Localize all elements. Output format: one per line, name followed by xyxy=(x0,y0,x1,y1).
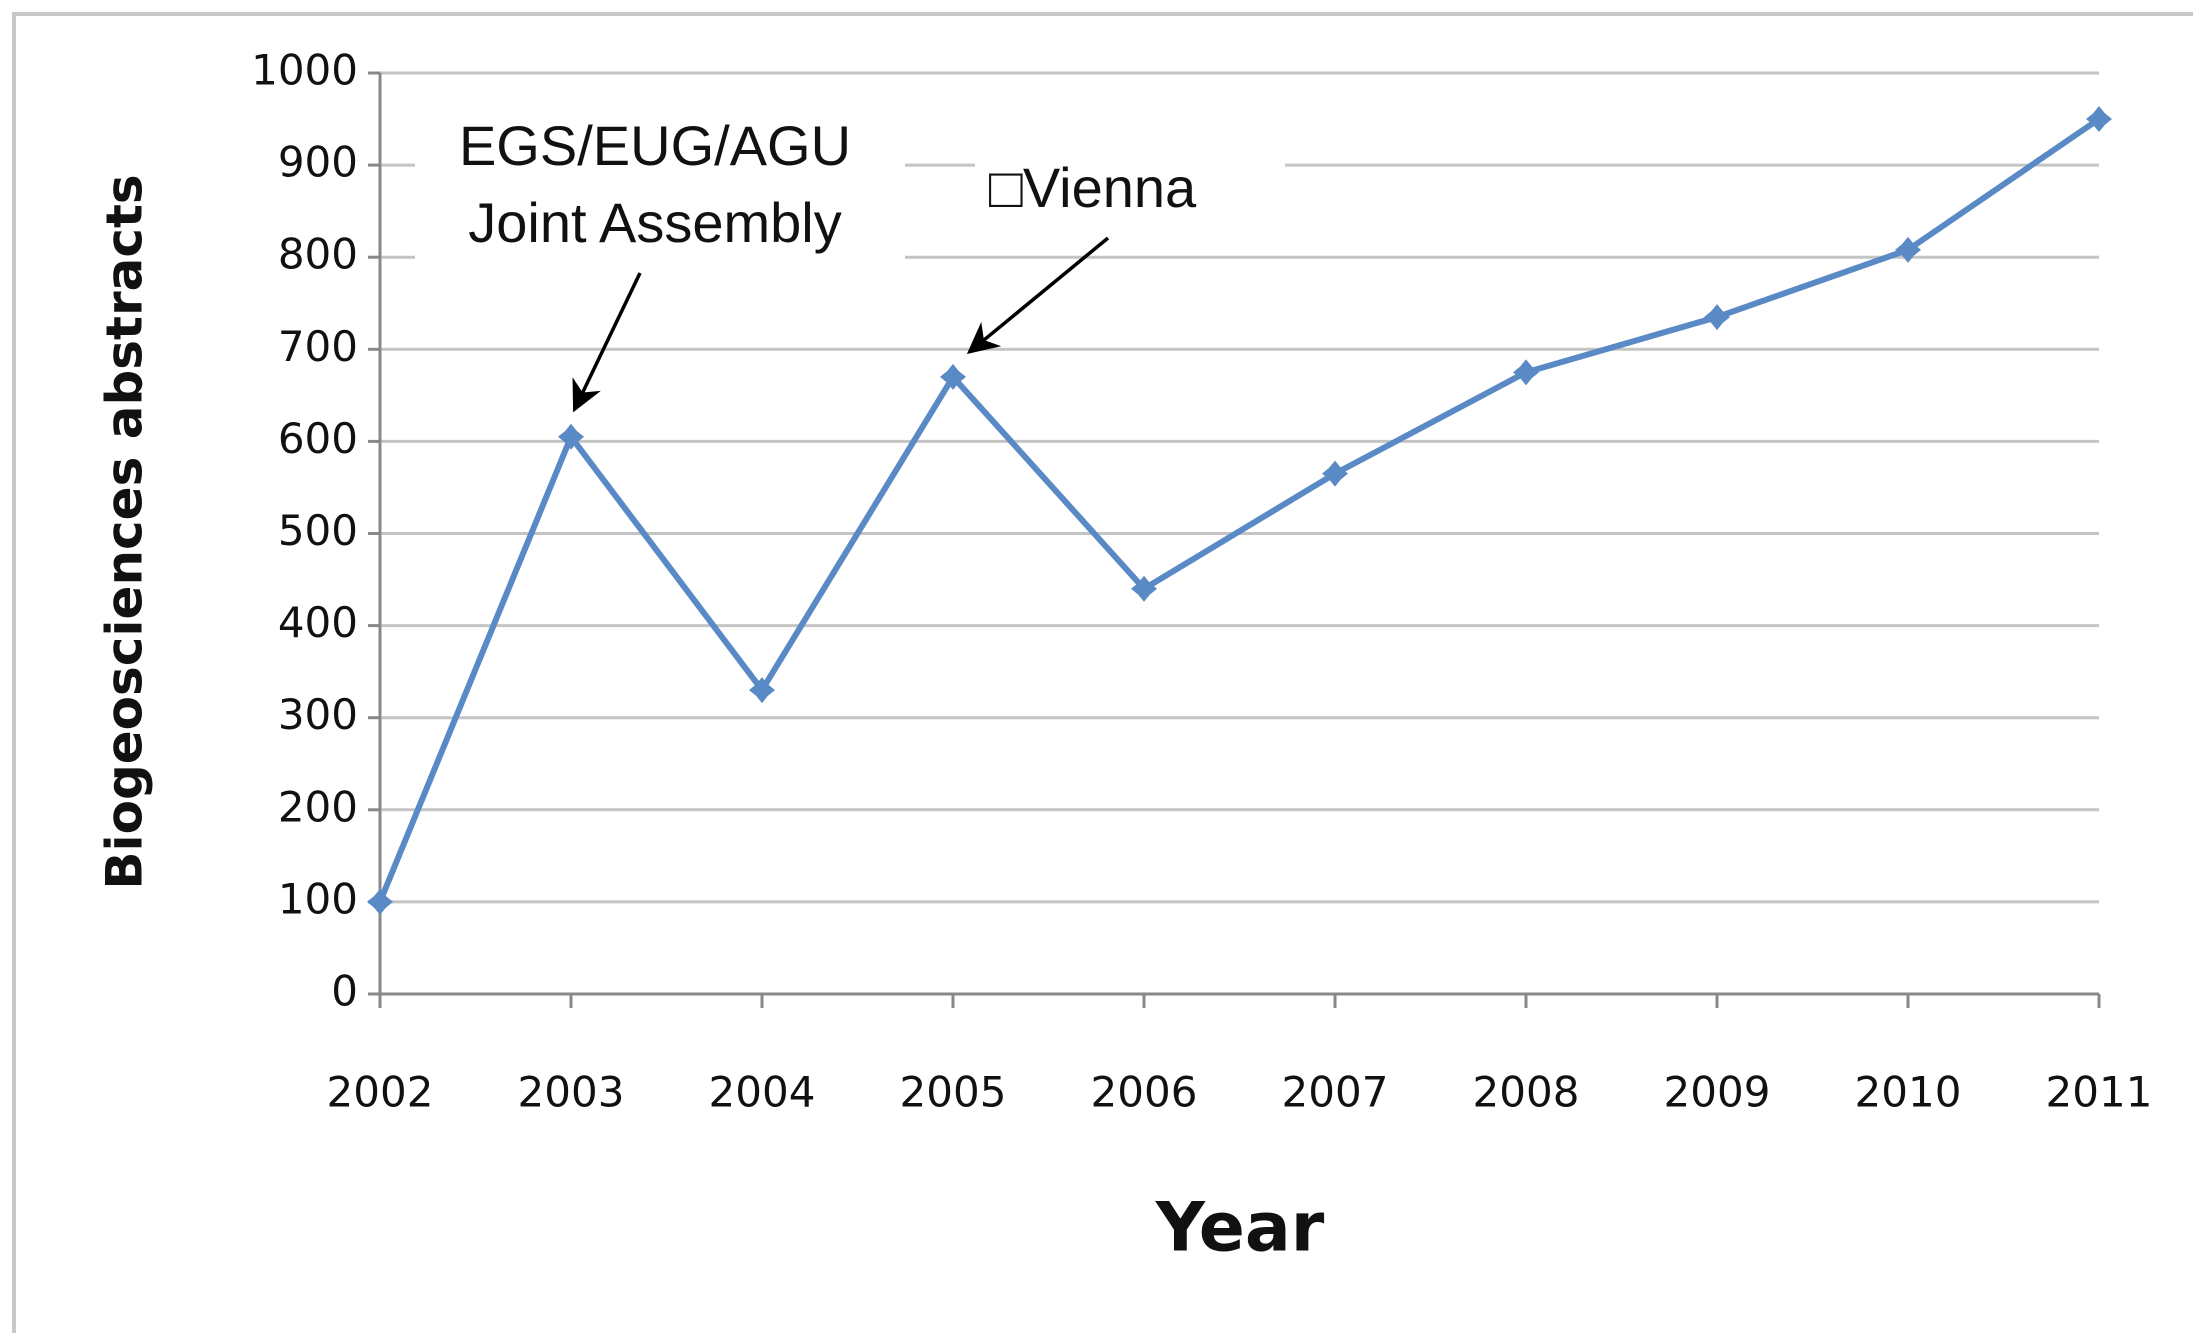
annotation: □Vienna xyxy=(966,155,1285,355)
data-point xyxy=(1704,304,1730,331)
y-tick-label: 500 xyxy=(278,506,358,555)
annotation-background xyxy=(415,112,905,272)
data-point xyxy=(558,423,584,450)
annotation-text: EGS/EUG/AGU xyxy=(459,114,851,177)
data-point xyxy=(1322,460,1348,487)
data-point xyxy=(367,888,393,915)
data-point xyxy=(1131,575,1157,602)
data-point xyxy=(1895,236,1921,263)
x-tick-label: 2009 xyxy=(1664,1068,1771,1117)
x-tick-label: 2006 xyxy=(1091,1068,1198,1117)
x-tick-label: 2007 xyxy=(1282,1068,1389,1117)
annotation-text: □Vienna xyxy=(989,156,1197,219)
annotation-background xyxy=(975,155,1285,235)
x-tick-label: 2004 xyxy=(709,1068,816,1117)
y-tick-label: 300 xyxy=(278,690,358,739)
x-tick-label: 2008 xyxy=(1473,1068,1580,1117)
y-tick-label: 700 xyxy=(278,322,358,371)
y-tick-label: 1000 xyxy=(251,46,358,95)
data-point xyxy=(2086,106,2112,133)
x-axis-label: Year xyxy=(1155,1189,1325,1268)
annotation-text: Joint Assembly xyxy=(468,191,842,254)
y-tick-label: 0 xyxy=(331,967,358,1016)
annotation: EGS/EUG/AGU Joint Assembly xyxy=(415,112,905,413)
data-point xyxy=(940,363,966,390)
y-axis-label: Biogeosciences abstracts xyxy=(96,174,154,889)
annotation-arrow xyxy=(966,236,1110,355)
x-tick-label: 2005 xyxy=(900,1068,1007,1117)
y-tick-label: 600 xyxy=(278,414,358,463)
annotation-arrow xyxy=(572,272,642,413)
data-point xyxy=(749,677,775,704)
y-tick-label: 800 xyxy=(278,230,358,279)
x-tick-label: 2010 xyxy=(1855,1068,1962,1117)
chart-frame xyxy=(12,12,2193,1333)
y-tick-label: 200 xyxy=(278,782,358,831)
y-tick-label: 400 xyxy=(278,598,358,647)
x-tick-label: 2003 xyxy=(518,1068,625,1117)
y-tick-label: 100 xyxy=(278,874,358,923)
y-tick-label: 900 xyxy=(278,138,358,187)
data-line xyxy=(377,116,2101,904)
x-tick-label: 2002 xyxy=(327,1068,434,1117)
x-tick-label: 2011 xyxy=(2046,1068,2153,1117)
data-point xyxy=(1513,359,1539,386)
